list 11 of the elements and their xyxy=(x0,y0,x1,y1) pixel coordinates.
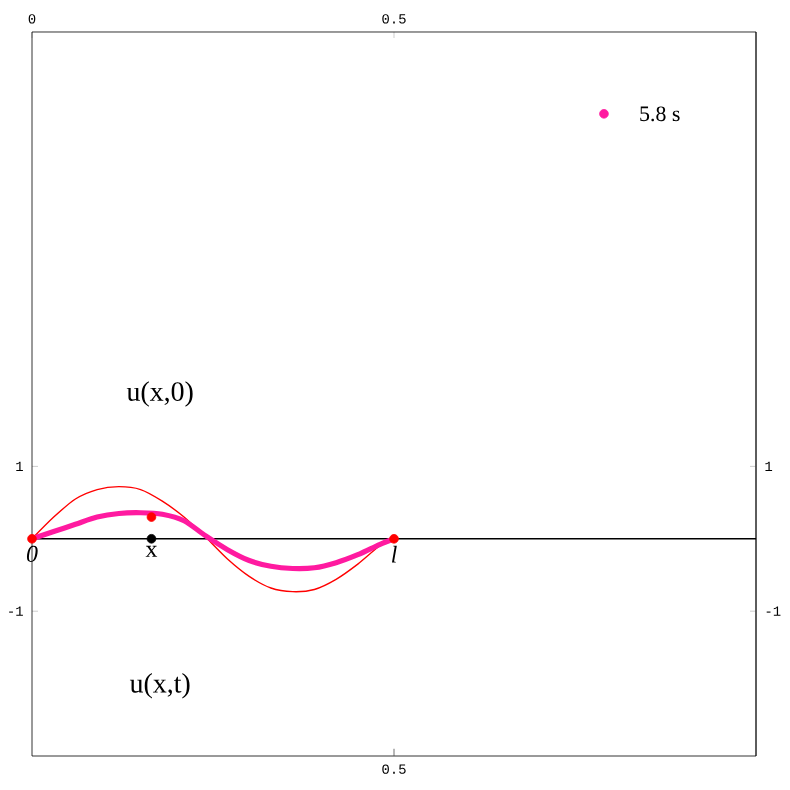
annotation: u(x,t) xyxy=(129,673,190,699)
point xyxy=(389,534,399,544)
annotation: u(x,0) xyxy=(126,381,193,407)
point xyxy=(146,534,157,544)
point xyxy=(27,534,37,544)
annotation: 0 xyxy=(26,545,38,562)
series-label: 5.8 s xyxy=(640,106,680,122)
point xyxy=(599,109,609,119)
annotation: x xyxy=(145,545,158,557)
annotation: l xyxy=(391,545,397,563)
point xyxy=(146,512,157,522)
